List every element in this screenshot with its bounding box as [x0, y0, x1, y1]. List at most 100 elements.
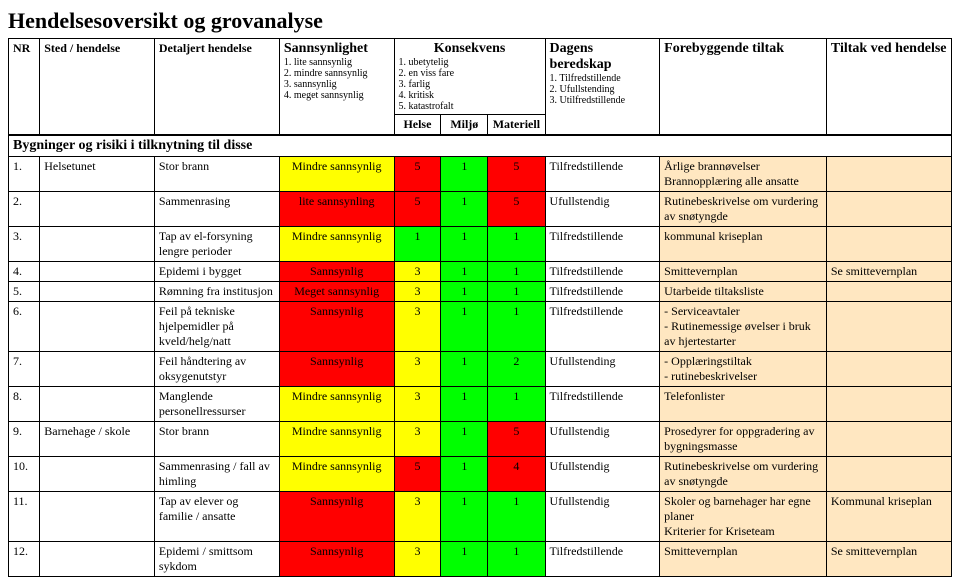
col-sted: Sted / hendelse: [40, 39, 155, 136]
cell-sted: [40, 192, 155, 227]
cell-helse: 3: [394, 492, 441, 542]
cell-nr: 2.: [9, 192, 40, 227]
cell-sted: [40, 262, 155, 282]
cell-tiltak: [826, 282, 951, 302]
cell-sted: Barnehage / skole: [40, 422, 155, 457]
cell-sannsynlighet: Mindre sannsynlig: [279, 157, 394, 192]
sann-item: 2. mindre sannsynlig: [284, 68, 390, 79]
cell-nr: 7.: [9, 352, 40, 387]
cell-miljo: 1: [441, 387, 488, 422]
cell-det: Stor brann: [154, 157, 279, 192]
cell-sted: [40, 282, 155, 302]
col-forebyggende-title: Forebyggende tiltak: [664, 41, 822, 57]
cell-materiell: 1: [488, 542, 545, 577]
cell-miljo: 1: [441, 352, 488, 387]
cell-materiell: 5: [488, 422, 545, 457]
cell-helse: 3: [394, 282, 441, 302]
kons-item: 5. katastrofalt: [399, 101, 541, 112]
cell-sted: [40, 457, 155, 492]
table-row: 5.Rømning fra institusjonMeget sannsynli…: [9, 282, 952, 302]
cell-sted: [40, 492, 155, 542]
cell-det: Stor brann: [154, 422, 279, 457]
cell-forebyggende: Årlige brannøvelser Brannopplæring alle …: [660, 157, 827, 192]
cell-materiell: 4: [488, 457, 545, 492]
cell-nr: 10.: [9, 457, 40, 492]
cell-materiell: 1: [488, 227, 545, 262]
cell-det: Rømning fra institusjon: [154, 282, 279, 302]
cell-det: Sammenrasing / fall av himling: [154, 457, 279, 492]
cell-tiltak: [826, 227, 951, 262]
ber-item: 2. Ufullstending: [550, 84, 656, 95]
cell-materiell: 5: [488, 192, 545, 227]
cell-nr: 11.: [9, 492, 40, 542]
cell-helse: 5: [394, 457, 441, 492]
cell-miljo: 1: [441, 282, 488, 302]
col-forebyggende: Forebyggende tiltak: [660, 39, 827, 136]
cell-nr: 4.: [9, 262, 40, 282]
cell-materiell: 5: [488, 157, 545, 192]
cell-helse: 3: [394, 302, 441, 352]
cell-miljo: 1: [441, 262, 488, 282]
cell-sannsynlighet: lite sannsynling: [279, 192, 394, 227]
cell-nr: 3.: [9, 227, 40, 262]
table-row: 2.Sammenrasinglite sannsynling515Ufullst…: [9, 192, 952, 227]
cell-helse: 5: [394, 192, 441, 227]
cell-helse: 3: [394, 352, 441, 387]
cell-beredskap: Tilfredstillende: [545, 302, 660, 352]
cell-beredskap: Tilfredstillende: [545, 542, 660, 577]
cell-beredskap: Ufullstendig: [545, 422, 660, 457]
section-row: Bygninger og risiki i tilknytning til di…: [9, 135, 952, 157]
cell-sannsynlighet: Mindre sannsynlig: [279, 227, 394, 262]
page-title: Hendelsesoversikt og grovanalyse: [8, 8, 952, 34]
cell-materiell: 1: [488, 302, 545, 352]
table-row: 6.Feil på tekniske hjelpemidler på kveld…: [9, 302, 952, 352]
col-beredskap: Dagens beredskap 1. Tilfredstillende 2. …: [545, 39, 660, 136]
cell-tiltak: [826, 302, 951, 352]
cell-det: Tap av el-forsyning lengre perioder: [154, 227, 279, 262]
cell-miljo: 1: [441, 227, 488, 262]
cell-tiltak: [826, 352, 951, 387]
cell-det: Epidemi i bygget: [154, 262, 279, 282]
cell-det: Tap av elever og familie / ansatte: [154, 492, 279, 542]
cell-det: Manglende personellressurser: [154, 387, 279, 422]
table-row: 9.Barnehage / skoleStor brannMindre sann…: [9, 422, 952, 457]
cell-helse: 1: [394, 227, 441, 262]
sann-item: 1. lite sannsynlig: [284, 57, 390, 68]
kons-item: 1. ubetytelig: [399, 57, 541, 68]
cell-miljo: 1: [441, 192, 488, 227]
cell-beredskap: Ufullstending: [545, 352, 660, 387]
sann-item: 3. sannsynlig: [284, 79, 390, 90]
cell-beredskap: Tilfredstillende: [545, 157, 660, 192]
sann-item: 4. meget sannsynlig: [284, 90, 390, 101]
cell-helse: 5: [394, 157, 441, 192]
cell-sannsynlighet: Meget sannsynlig: [279, 282, 394, 302]
cell-sannsynlighet: Sannsynlig: [279, 262, 394, 282]
cell-materiell: 2: [488, 352, 545, 387]
kons-item: 3. farlig: [399, 79, 541, 90]
cell-beredskap: Tilfredstillende: [545, 387, 660, 422]
cell-sted: [40, 387, 155, 422]
col-konsekvens: Konsekvens 1. ubetytelig 2. en viss fare…: [394, 39, 545, 115]
table-row: 1.HelsetunetStor brannMindre sannsynlig5…: [9, 157, 952, 192]
cell-helse: 3: [394, 387, 441, 422]
cell-miljo: 1: [441, 302, 488, 352]
cell-sannsynlighet: Mindre sannsynlig: [279, 422, 394, 457]
ber-item: 3. Utilfredstillende: [550, 95, 656, 106]
cell-sannsynlighet: Mindre sannsynlig: [279, 457, 394, 492]
cell-sted: [40, 302, 155, 352]
cell-det: Feil på tekniske hjelpemidler på kveld/h…: [154, 302, 279, 352]
table-row: 7.Feil håndtering av oksygenutstyrSannsy…: [9, 352, 952, 387]
cell-tiltak: [826, 387, 951, 422]
kons-item: 2. en viss fare: [399, 68, 541, 79]
cell-tiltak: [826, 457, 951, 492]
table-row: 4.Epidemi i byggetSannsynlig311Tilfredst…: [9, 262, 952, 282]
cell-forebyggende: Rutinebeskrivelse om vurdering av snøtyn…: [660, 457, 827, 492]
cell-beredskap: Tilfredstillende: [545, 227, 660, 262]
cell-det: Sammenrasing: [154, 192, 279, 227]
cell-miljo: 1: [441, 422, 488, 457]
col-tiltak-hendelse-title: Tiltak ved hendelse: [831, 41, 947, 57]
cell-det: Epidemi / smittsom sykdom: [154, 542, 279, 577]
cell-tiltak: [826, 422, 951, 457]
cell-tiltak: [826, 192, 951, 227]
cell-beredskap: Tilfredstillende: [545, 262, 660, 282]
